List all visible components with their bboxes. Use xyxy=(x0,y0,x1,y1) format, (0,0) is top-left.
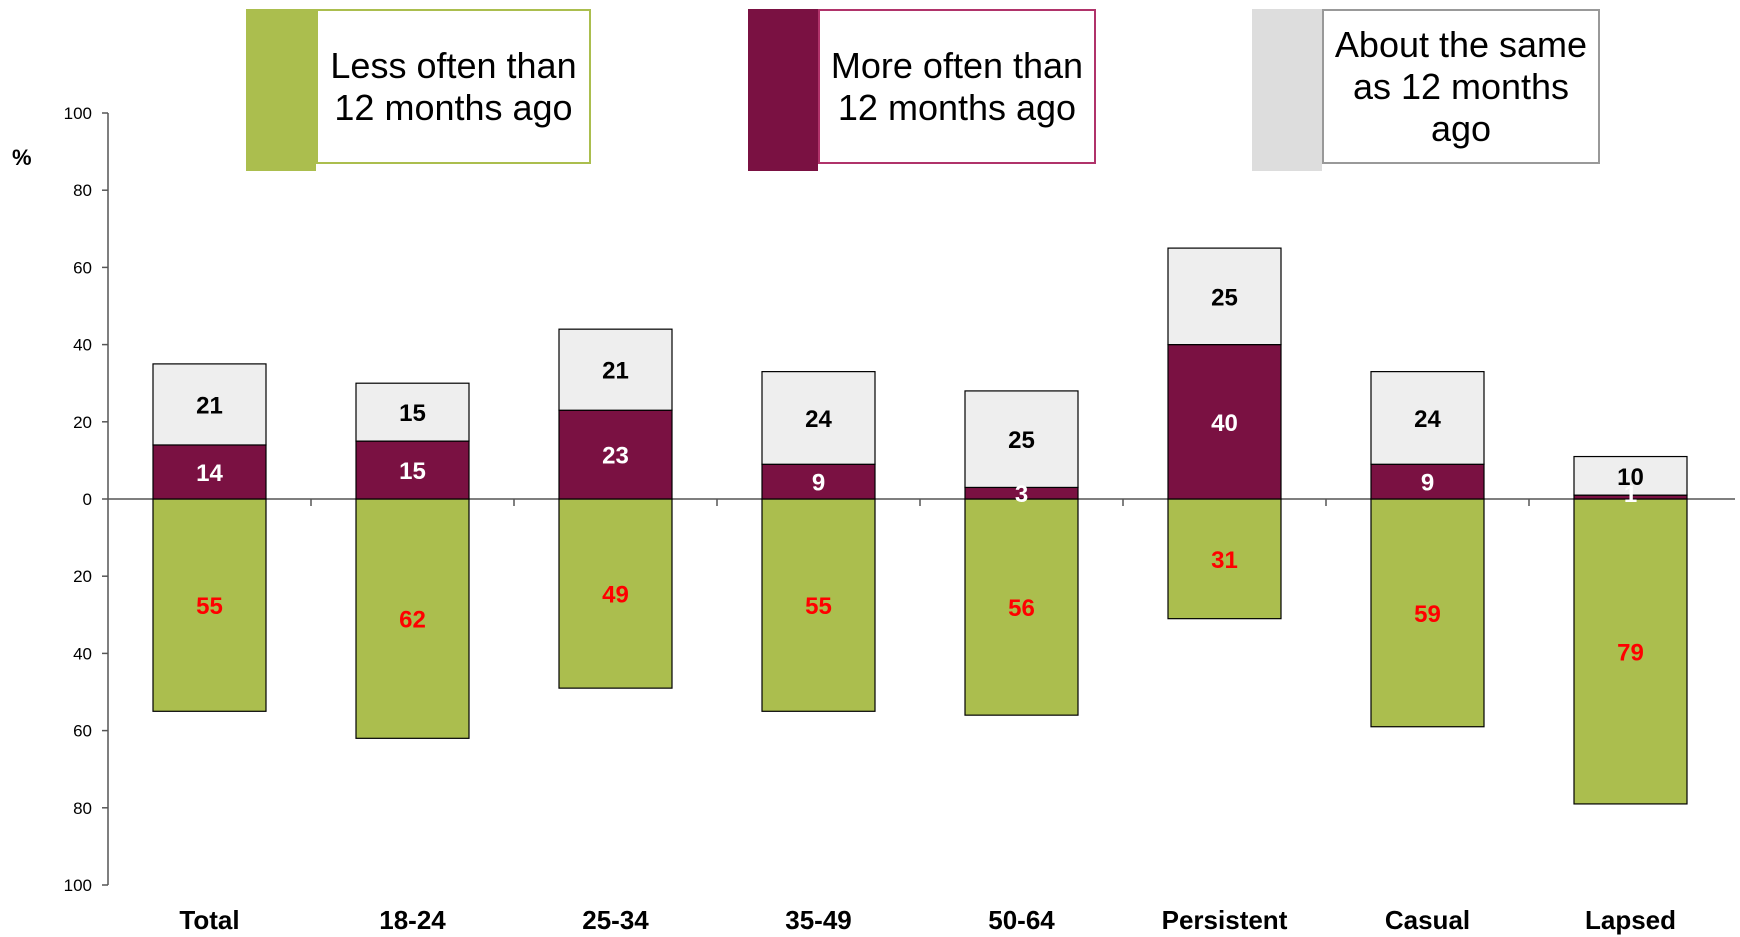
y-tick-label: 20 xyxy=(73,567,92,586)
bar-about-same xyxy=(964,390,1079,489)
data-label-less-often: 56 xyxy=(1008,595,1035,622)
x-category-label: 50-64 xyxy=(988,905,1055,935)
legend-item-about-same: About the same as 12 months ago xyxy=(1252,9,1600,171)
x-category-label: 35-49 xyxy=(785,905,852,935)
legend-swatch-less-often xyxy=(246,9,316,171)
x-category-label: 25-34 xyxy=(582,905,649,935)
data-label-about-same: 21 xyxy=(602,358,629,385)
x-category-label: Persistent xyxy=(1162,905,1288,935)
bar-more-often xyxy=(1370,463,1485,500)
y-tick-label: 80 xyxy=(73,181,92,200)
bar-more-often xyxy=(1167,344,1282,500)
bar-less-often xyxy=(152,498,267,712)
data-label-less-often: 31 xyxy=(1211,547,1238,574)
data-label-more-often: 1 xyxy=(1624,481,1637,508)
data-label-about-same: 25 xyxy=(1211,284,1238,311)
bar-less-often xyxy=(1167,498,1282,620)
legend-label-more-often: More often than 12 months ago xyxy=(818,9,1096,164)
bar-less-often xyxy=(558,498,673,689)
bar-less-often xyxy=(355,498,470,739)
data-label-more-often: 3 xyxy=(1015,481,1028,508)
data-label-more-often: 40 xyxy=(1211,410,1238,437)
data-label-about-same: 10 xyxy=(1617,464,1644,491)
x-category-label: Casual xyxy=(1385,905,1470,935)
bar-less-often xyxy=(1573,498,1688,805)
y-tick-label: 100 xyxy=(64,876,92,895)
data-label-less-often: 59 xyxy=(1414,601,1441,628)
bar-about-same xyxy=(761,371,876,465)
data-label-about-same: 15 xyxy=(399,400,426,427)
data-label-about-same: 25 xyxy=(1008,427,1035,454)
y-tick-label: 0 xyxy=(83,490,92,509)
bar-about-same xyxy=(558,328,673,411)
y-tick-label: 40 xyxy=(73,644,92,663)
y-tick-label: 60 xyxy=(73,258,92,277)
y-tick-label: 20 xyxy=(73,413,92,432)
data-label-less-often: 62 xyxy=(399,607,426,634)
bar-more-often xyxy=(152,444,267,500)
bar-about-same xyxy=(355,382,470,442)
legend-item-more-often: More often than 12 months ago xyxy=(748,9,1096,171)
bar-about-same xyxy=(152,363,267,446)
bar-less-often xyxy=(761,498,876,712)
bar-about-same xyxy=(1573,455,1688,496)
data-label-less-often: 49 xyxy=(602,582,629,609)
legend-label-about-same: About the same as 12 months ago xyxy=(1322,9,1600,164)
bar-more-often xyxy=(558,409,673,500)
data-label-more-often: 15 xyxy=(399,458,426,485)
legend-swatch-about-same xyxy=(1252,9,1322,171)
x-category-label: 18-24 xyxy=(379,905,446,935)
legend-swatch-more-often xyxy=(748,9,818,171)
data-label-more-often: 14 xyxy=(196,460,223,487)
data-label-more-often: 23 xyxy=(602,443,629,470)
data-label-less-often: 55 xyxy=(196,593,223,620)
bar-less-often xyxy=(964,498,1079,716)
data-label-about-same: 21 xyxy=(196,392,223,419)
data-label-more-often: 9 xyxy=(812,470,825,497)
data-label-about-same: 24 xyxy=(1414,406,1441,433)
bar-less-often xyxy=(1370,498,1485,728)
y-axis-unit-label: % xyxy=(12,145,32,170)
data-label-less-often: 55 xyxy=(805,593,832,620)
y-tick-label: 40 xyxy=(73,336,92,355)
x-category-label: Lapsed xyxy=(1585,905,1676,935)
data-label-more-often: 9 xyxy=(1421,470,1434,497)
data-label-about-same: 24 xyxy=(805,406,832,433)
x-category-label: Total xyxy=(179,905,239,935)
legend-item-less-often: Less often than 12 months ago xyxy=(246,9,591,171)
bar-about-same xyxy=(1370,371,1485,465)
data-label-less-often: 79 xyxy=(1617,639,1644,666)
bar-more-often xyxy=(355,440,470,500)
y-tick-label: 80 xyxy=(73,799,92,818)
bar-about-same xyxy=(1167,247,1282,346)
legend-label-less-often: Less often than 12 months ago xyxy=(316,9,591,164)
y-tick-label: 60 xyxy=(73,722,92,741)
y-tick-label: 100 xyxy=(64,104,92,123)
